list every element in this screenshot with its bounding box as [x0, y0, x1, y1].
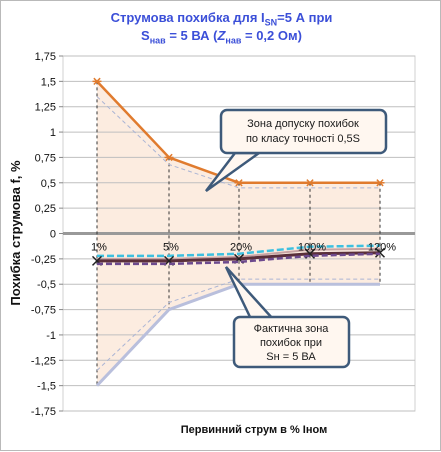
series-marker-upper	[164, 153, 174, 162]
series-line-lower-dashed	[96, 278, 380, 371]
chart-title-line-1: Струмова похибка для ISN=5 А при	[110, 10, 333, 28]
y-tick-label: -0,75	[31, 305, 56, 317]
x-axis-title: Первинний струм в % Іном	[181, 424, 327, 436]
y-tick-label: 0,75	[35, 152, 56, 164]
chart-title-line-2: Sнав = 5 ВА (Zнав = 0,2 Ом)	[141, 28, 302, 46]
series-line-band-light	[97, 247, 381, 260]
callout-tolerance-box	[219, 108, 388, 155]
series-marker-upper	[92, 77, 102, 86]
y-tick-label: -1,75	[31, 406, 56, 418]
callout-actual-line-1: Фактична зона	[254, 323, 330, 335]
callout-actual-line-2: похибок при	[260, 337, 322, 349]
x-tick-label: 120%	[368, 242, 396, 254]
y-tick-label: 0,25	[35, 203, 56, 215]
y-axis-title: Похибка струмова f, %	[8, 160, 23, 306]
y-tick-label: -1	[46, 330, 56, 342]
y-tick-label: -1,25	[31, 355, 56, 367]
x-tick-label: 20%	[230, 242, 252, 254]
series-marker-upper	[375, 179, 385, 187]
y-tick-label: 1	[50, 127, 56, 139]
x-tick-label: 100%	[298, 242, 326, 254]
x-tick-label: 5%	[163, 242, 179, 254]
x-tick-label: 1%	[91, 242, 107, 254]
series-marker-upper	[305, 179, 315, 187]
series-line-upper-dashed	[96, 96, 380, 189]
callout-tolerance-zone: Зона допуску похибок по класу точності 0…	[205, 108, 388, 193]
callout-actual-zone: Фактична зона похибок при Sн = 5 ВА	[224, 266, 351, 369]
series-marker-band-dark	[374, 247, 386, 258]
series-line-band-purple	[97, 252, 381, 266]
y-tick-label: -1,5	[37, 381, 56, 393]
series-marker-upper	[234, 179, 244, 187]
y-tick-label: 1,75	[35, 51, 56, 63]
callout-tolerance-line-1: Зона допуску похибок	[247, 118, 359, 130]
callout-actual-box	[232, 315, 351, 369]
y-tick-label: 1,5	[41, 76, 56, 88]
y-tick-label: 0	[50, 229, 56, 241]
callout-actual-line-3: Sн = 5 ВА	[266, 351, 316, 363]
series-line-band-blue	[97, 244, 381, 258]
y-tick-label: 0,5	[41, 178, 56, 190]
y-tick-label: 1,25	[35, 102, 56, 114]
y-tick-label: -0,25	[31, 254, 56, 266]
y-tick-label: -0,5	[37, 279, 56, 291]
callout-tolerance-line-2: по класу точності 0,5S	[246, 133, 360, 145]
